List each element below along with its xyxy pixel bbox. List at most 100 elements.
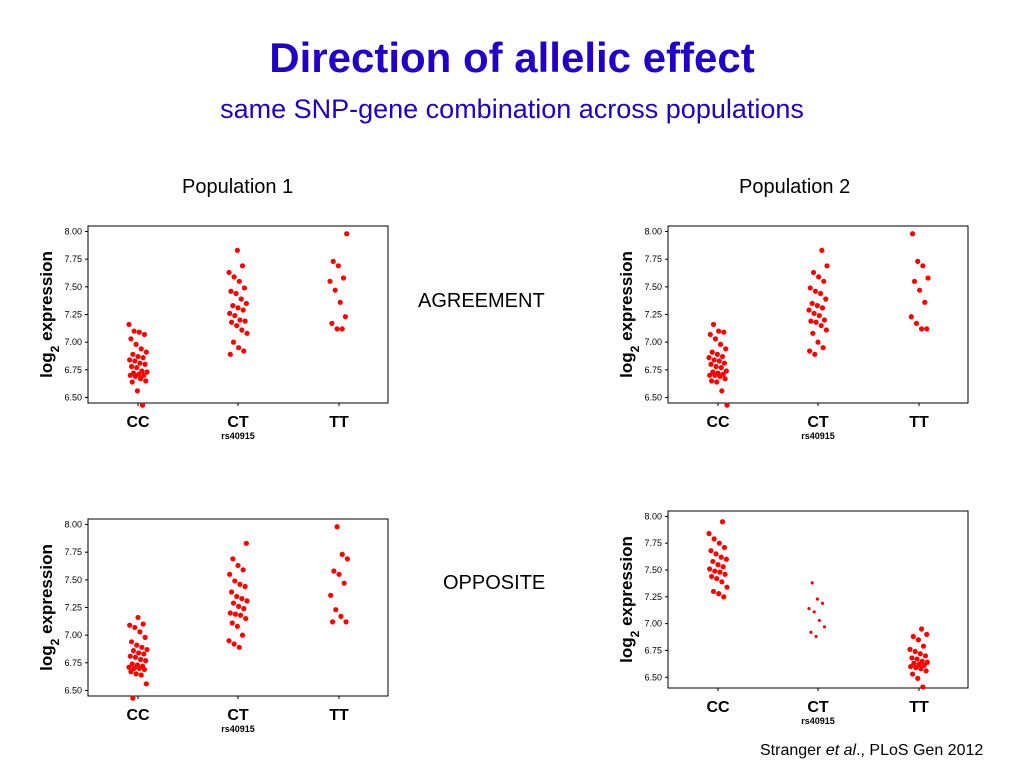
x-axis-label: rs40915 xyxy=(801,431,835,441)
data-point xyxy=(920,263,926,269)
data-point xyxy=(140,355,146,361)
data-point xyxy=(244,598,250,604)
data-point xyxy=(127,357,133,363)
x-tick-label: CT xyxy=(227,414,249,431)
data-point xyxy=(239,596,245,602)
data-point xyxy=(917,651,923,657)
data-point xyxy=(807,348,813,354)
data-point xyxy=(814,303,820,309)
data-point xyxy=(715,562,721,568)
data-point xyxy=(723,346,729,352)
data-point xyxy=(812,351,818,357)
data-point xyxy=(717,569,723,575)
data-point xyxy=(130,351,136,357)
data-point xyxy=(918,666,924,672)
data-point xyxy=(921,662,927,669)
data-point xyxy=(812,610,816,614)
data-point xyxy=(817,618,821,623)
data-point xyxy=(341,580,347,586)
data-point xyxy=(227,310,233,316)
x-tick-label: TT xyxy=(909,699,929,716)
y-tick-label: 7.00 xyxy=(64,337,82,347)
y-tick-label: 6.75 xyxy=(644,365,662,375)
data-point xyxy=(132,373,139,380)
y-tick-label: 6.50 xyxy=(64,685,82,695)
data-point xyxy=(920,643,927,649)
data-point xyxy=(809,300,815,307)
data-point xyxy=(719,519,726,525)
data-point xyxy=(710,558,716,565)
data-point xyxy=(815,339,821,345)
y-axis-label: log2 expression xyxy=(617,251,642,378)
y-tick-label: 6.75 xyxy=(64,365,82,375)
y-tick-label: 7.75 xyxy=(644,254,662,264)
data-point xyxy=(132,654,139,660)
data-point xyxy=(721,594,727,600)
data-point xyxy=(724,584,730,590)
data-point xyxy=(232,578,238,584)
data-point xyxy=(716,591,722,597)
x-tick-label: CT xyxy=(227,707,249,724)
data-point xyxy=(920,684,926,690)
data-point xyxy=(243,615,249,622)
data-point xyxy=(227,571,233,577)
data-point xyxy=(909,655,915,661)
data-point xyxy=(816,274,822,280)
y-tick-label: 6.75 xyxy=(644,645,662,655)
population-2-label: Population 2 xyxy=(739,176,851,198)
data-point xyxy=(137,656,144,663)
data-point xyxy=(919,658,925,664)
data-point xyxy=(234,593,240,600)
x-axis-label: rs40915 xyxy=(221,724,255,734)
data-point xyxy=(707,372,713,378)
data-point xyxy=(907,646,913,652)
data-point xyxy=(332,287,338,293)
data-point xyxy=(132,624,138,631)
data-point xyxy=(815,597,819,601)
data-point xyxy=(712,336,719,342)
data-point xyxy=(722,571,728,577)
data-point xyxy=(235,562,241,569)
data-point xyxy=(913,320,920,326)
data-point xyxy=(236,603,242,609)
data-point xyxy=(130,648,137,654)
data-point xyxy=(909,671,916,677)
y-tick-label: 8.00 xyxy=(644,227,662,237)
x-tick-label: TT xyxy=(329,414,349,431)
data-point xyxy=(819,305,826,311)
data-point xyxy=(138,672,144,678)
data-point xyxy=(924,326,930,332)
data-point xyxy=(721,360,728,366)
y-tick-label: 7.25 xyxy=(644,310,662,320)
data-point xyxy=(329,619,336,625)
x-tick-label: CC xyxy=(706,699,730,716)
data-point xyxy=(130,695,136,701)
data-point xyxy=(922,653,929,659)
data-point xyxy=(717,373,723,380)
x-tick-label: CC xyxy=(126,414,150,431)
y-tick-label: 7.00 xyxy=(644,619,662,629)
data-point xyxy=(820,601,825,605)
x-tick-label: TT xyxy=(329,707,349,724)
data-point xyxy=(916,661,922,667)
y-tick-label: 7.25 xyxy=(644,592,662,602)
data-point xyxy=(823,296,829,302)
data-point xyxy=(231,274,237,280)
data-point xyxy=(918,326,925,332)
data-point xyxy=(128,363,135,370)
data-point xyxy=(334,326,340,332)
data-point xyxy=(333,607,339,613)
data-point xyxy=(139,644,145,650)
data-point xyxy=(228,589,235,595)
data-point xyxy=(923,668,929,674)
data-point xyxy=(226,638,232,644)
data-point xyxy=(136,650,142,656)
data-point xyxy=(136,665,142,671)
data-point xyxy=(823,327,829,333)
data-point xyxy=(239,327,245,333)
data-point xyxy=(328,592,334,598)
data-point xyxy=(706,530,712,537)
data-point xyxy=(711,536,717,542)
data-point xyxy=(721,544,728,551)
